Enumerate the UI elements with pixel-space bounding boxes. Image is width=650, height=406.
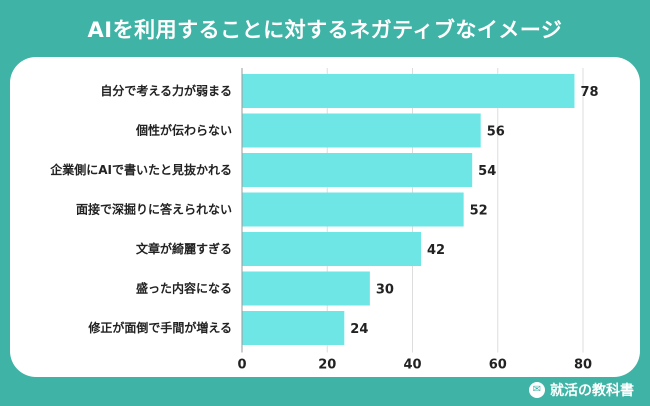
category-label: 盛った内容になる bbox=[136, 281, 232, 296]
data-label: 54 bbox=[478, 164, 496, 179]
data-label: 56 bbox=[487, 125, 505, 140]
bar bbox=[242, 153, 473, 187]
data-label: 52 bbox=[470, 204, 488, 219]
brand-logo: ✉ 就活の教科書 bbox=[529, 380, 634, 400]
data-label: 24 bbox=[350, 322, 368, 337]
bar bbox=[242, 113, 481, 148]
data-label: 30 bbox=[376, 283, 394, 298]
x-tick-label: 0 bbox=[237, 358, 246, 373]
category-label: 面接で深掘りに答えられない bbox=[76, 202, 232, 217]
category-label: 自分で考える力が弱まる bbox=[100, 83, 232, 98]
data-label: 78 bbox=[580, 85, 598, 100]
data-label: 42 bbox=[427, 243, 445, 258]
chart-card: 自分で考える力が弱まる 78 個性が伝わらない 56 企業側にAIで書いたと見抜かれる 5… bbox=[10, 57, 640, 377]
bar-chart: 自分で考える力が弱まる 78 個性が伝わらない 56 企業側にAIで書いたと見抜かれる 5… bbox=[49, 68, 599, 373]
category-label: 個性が伝わらない bbox=[135, 123, 232, 138]
bar bbox=[242, 232, 422, 266]
x-tick-label: 80 bbox=[574, 358, 592, 373]
category-label: 企業側にAIで書いたと見抜かれる bbox=[49, 162, 232, 177]
category-label: 文章が綺麗すぎる bbox=[136, 241, 232, 256]
x-tick-label: 60 bbox=[489, 358, 507, 373]
chart-title: AIを利用することに対するネガティブなイメージ bbox=[87, 18, 563, 42]
category-label: 修正が面倒で手間が増える bbox=[87, 320, 232, 335]
brand-name: 就活の教科書 bbox=[550, 383, 634, 399]
x-tick-label: 40 bbox=[403, 358, 421, 373]
bar bbox=[242, 192, 464, 227]
x-tick-label: 20 bbox=[318, 358, 336, 373]
chat-bubble-icon: ✉ bbox=[529, 382, 545, 398]
bar bbox=[242, 311, 345, 345]
bar bbox=[242, 271, 370, 306]
bar bbox=[242, 74, 575, 108]
